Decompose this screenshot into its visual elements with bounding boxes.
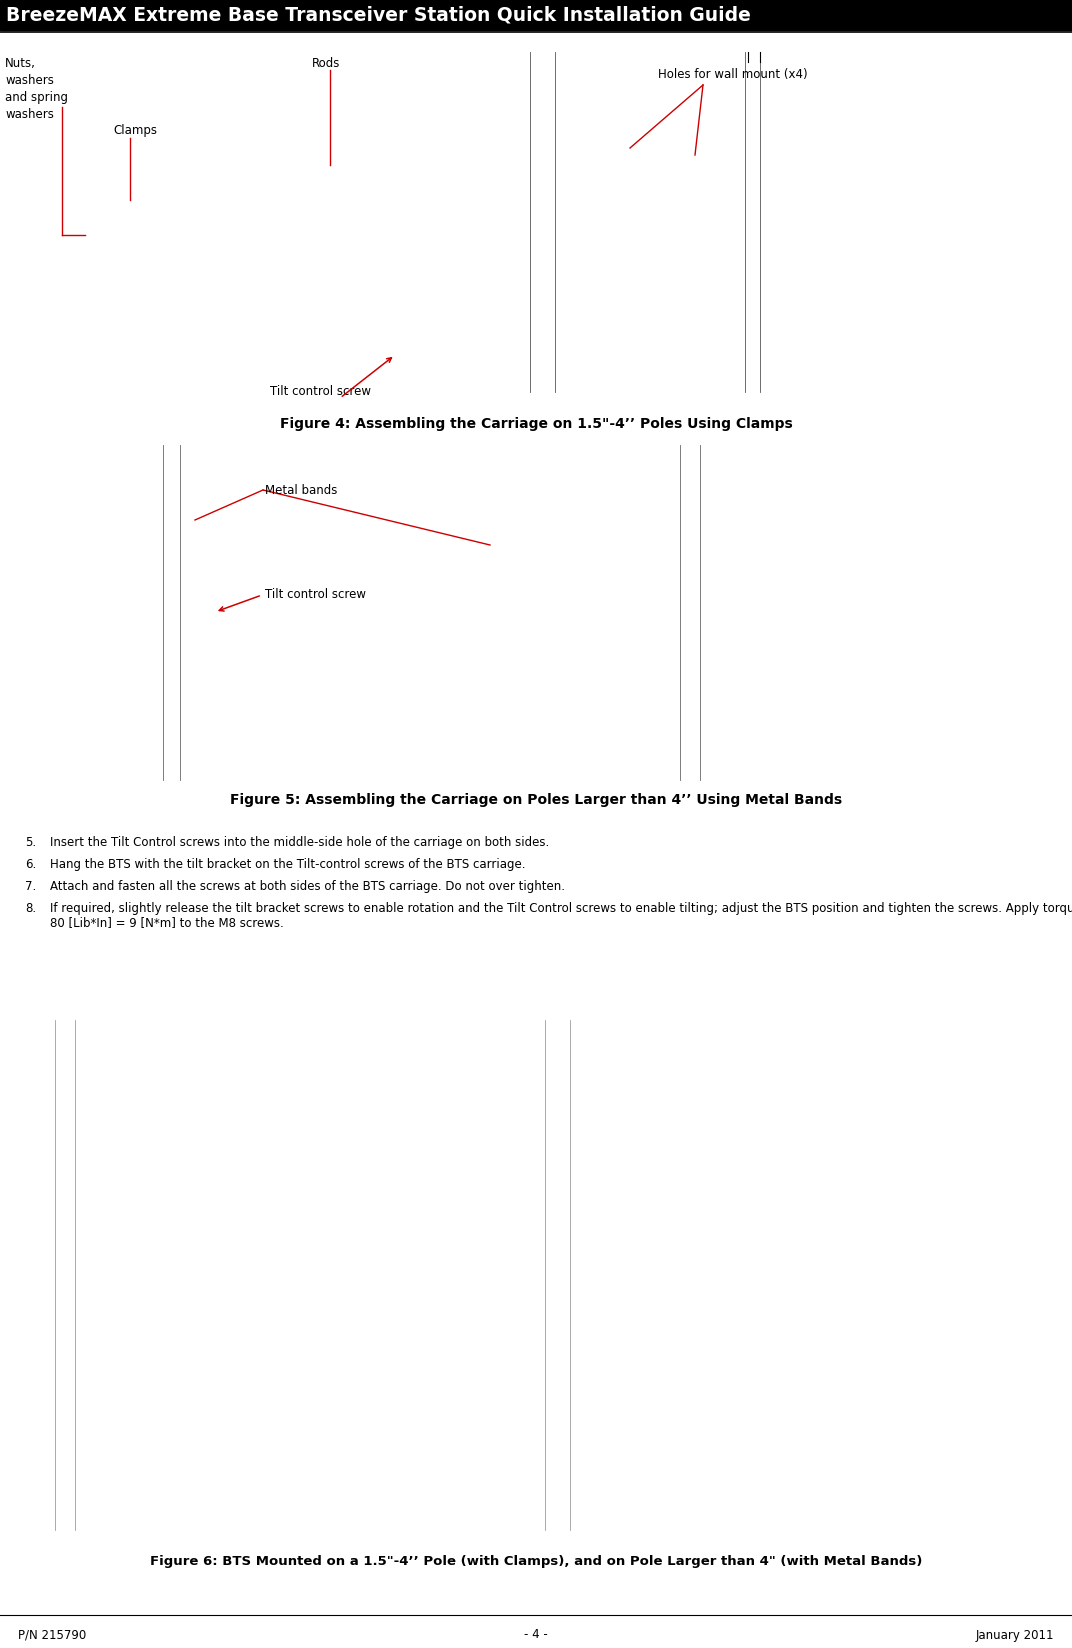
Text: Figure 5: Assembling the Carriage on Poles Larger than 4’’ Using Metal Bands: Figure 5: Assembling the Carriage on Pol…	[229, 793, 843, 808]
Text: Tilt control screw: Tilt control screw	[270, 386, 371, 399]
Bar	[520, 1015, 1010, 1534]
Text: Nuts,
washers
and spring
washers: Nuts, washers and spring washers	[5, 58, 68, 120]
Bar	[20, 1015, 440, 1534]
Text: 7.: 7.	[25, 880, 36, 893]
Text: January 2011: January 2011	[976, 1628, 1054, 1641]
Text: Tilt control screw: Tilt control screw	[265, 588, 366, 602]
Text: - 4 -: - 4 -	[524, 1628, 548, 1641]
Text: Insert the Tilt Control screws into the middle-side hole of the carriage on both: Insert the Tilt Control screws into the …	[50, 836, 549, 849]
Text: Hang the BTS with the tilt bracket on the Tilt-control screws of the BTS carriag: Hang the BTS with the tilt bracket on th…	[50, 859, 525, 872]
Text: Figure 4: Assembling the Carriage on 1.5"-4’’ Poles Using Clamps: Figure 4: Assembling the Carriage on 1.5…	[280, 417, 792, 432]
Text: BreezeMAX Extreme Base Transceiver Station Quick Installation Guide: BreezeMAX Extreme Base Transceiver Stati…	[6, 5, 750, 25]
Text: Attach and fasten all the screws at both sides of the BTS carriage. Do not over : Attach and fasten all the screws at both…	[50, 880, 565, 893]
Text: Clamps: Clamps	[113, 124, 157, 137]
Text: Metal bands: Metal bands	[265, 483, 338, 496]
Text: Holes for wall mount (x4): Holes for wall mount (x4)	[658, 68, 807, 81]
Text: Rods: Rods	[312, 58, 341, 69]
Text: P/N 215790: P/N 215790	[18, 1628, 86, 1641]
Text: 80 [Lib*In] = 9 [N*m] to the M8 screws.: 80 [Lib*In] = 9 [N*m] to the M8 screws.	[50, 916, 284, 929]
Bar	[0, 0, 1072, 30]
Text: If required, slightly release the tilt bracket screws to enable rotation and the: If required, slightly release the tilt b…	[50, 901, 1072, 915]
Text: 6.: 6.	[25, 859, 36, 872]
Text: 5.: 5.	[25, 836, 36, 849]
Text: 8.: 8.	[25, 901, 36, 915]
Text: Figure 6: BTS Mounted on a 1.5"-4’’ Pole (with Clamps), and on Pole Larger than : Figure 6: BTS Mounted on a 1.5"-4’’ Pole…	[150, 1556, 922, 1569]
